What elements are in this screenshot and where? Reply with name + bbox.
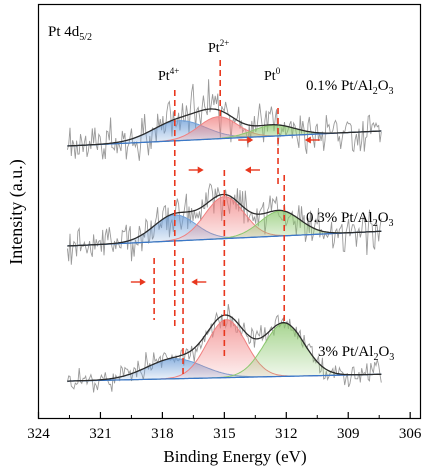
series-label-3: 3% Pt/Al2O3: [318, 344, 394, 363]
x-tick-label: 309: [337, 426, 360, 442]
peak-label-pt0: Pt0: [264, 66, 281, 84]
shift-arrow: [188, 166, 204, 174]
component-fill-pt4plus: [67, 214, 382, 246]
peak-labels: Pt4+ Pt2+ Pt0: [158, 38, 281, 84]
series-label-1: 0.1% Pt/Al2O3: [306, 78, 394, 97]
component-fill-pt2plus: [67, 116, 382, 146]
x-tick-label: 318: [151, 426, 174, 442]
component-fill-pt4plus: [67, 120, 382, 146]
x-tick-label: 315: [213, 426, 236, 442]
baseline-line: [67, 230, 382, 247]
x-tick-label: 321: [89, 426, 112, 442]
x-tick-label: 324: [27, 426, 50, 442]
series-labels: 0.1% Pt/Al2O3 0.3% Pt/Al2O3 3% Pt/Al2O3: [306, 78, 394, 363]
peak-label-pt2: Pt2+: [208, 38, 229, 56]
y-axis-label: Intensity (a.u.): [6, 159, 27, 264]
shift-arrow: [304, 136, 320, 144]
component-fill-pt4plus: [67, 358, 382, 382]
component-fill-pt0: [67, 323, 382, 382]
plot-frame: [37, 3, 422, 420]
chart-title: Pt 4d5/2: [48, 24, 92, 43]
raw-data-line: [66, 79, 382, 161]
shift-arrow: [191, 278, 207, 286]
x-tick-label: 306: [399, 426, 422, 442]
shift-arrow: [130, 278, 146, 286]
x-tick-label: 312: [275, 426, 298, 442]
peak-marker-layer: [130, 60, 320, 374]
shift-arrow: [238, 136, 254, 144]
series-label-2: 0.3% Pt/Al2O3: [306, 210, 394, 229]
spectrum-1: [66, 79, 382, 161]
envelope-fit-line: [67, 108, 382, 147]
x-axis: 324 321 318 315 312 309 306: [27, 412, 422, 442]
x-axis-label: Binding Energy (eV): [163, 447, 306, 466]
peak-label-pt4: Pt4+: [158, 66, 179, 84]
shift-arrow: [244, 166, 260, 174]
baseline-line: [67, 373, 382, 382]
spectra-layer: [66, 79, 382, 393]
